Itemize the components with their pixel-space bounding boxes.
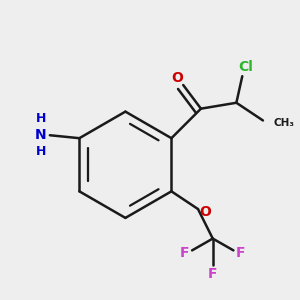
Text: H: H — [36, 145, 46, 158]
Text: N: N — [35, 128, 47, 142]
Text: Cl: Cl — [238, 60, 253, 74]
Text: F: F — [208, 267, 218, 281]
Text: O: O — [200, 205, 211, 219]
Text: H: H — [36, 112, 46, 125]
Text: CH₃: CH₃ — [273, 118, 294, 128]
Text: O: O — [171, 71, 183, 85]
Text: F: F — [180, 246, 190, 260]
Text: F: F — [236, 246, 246, 260]
